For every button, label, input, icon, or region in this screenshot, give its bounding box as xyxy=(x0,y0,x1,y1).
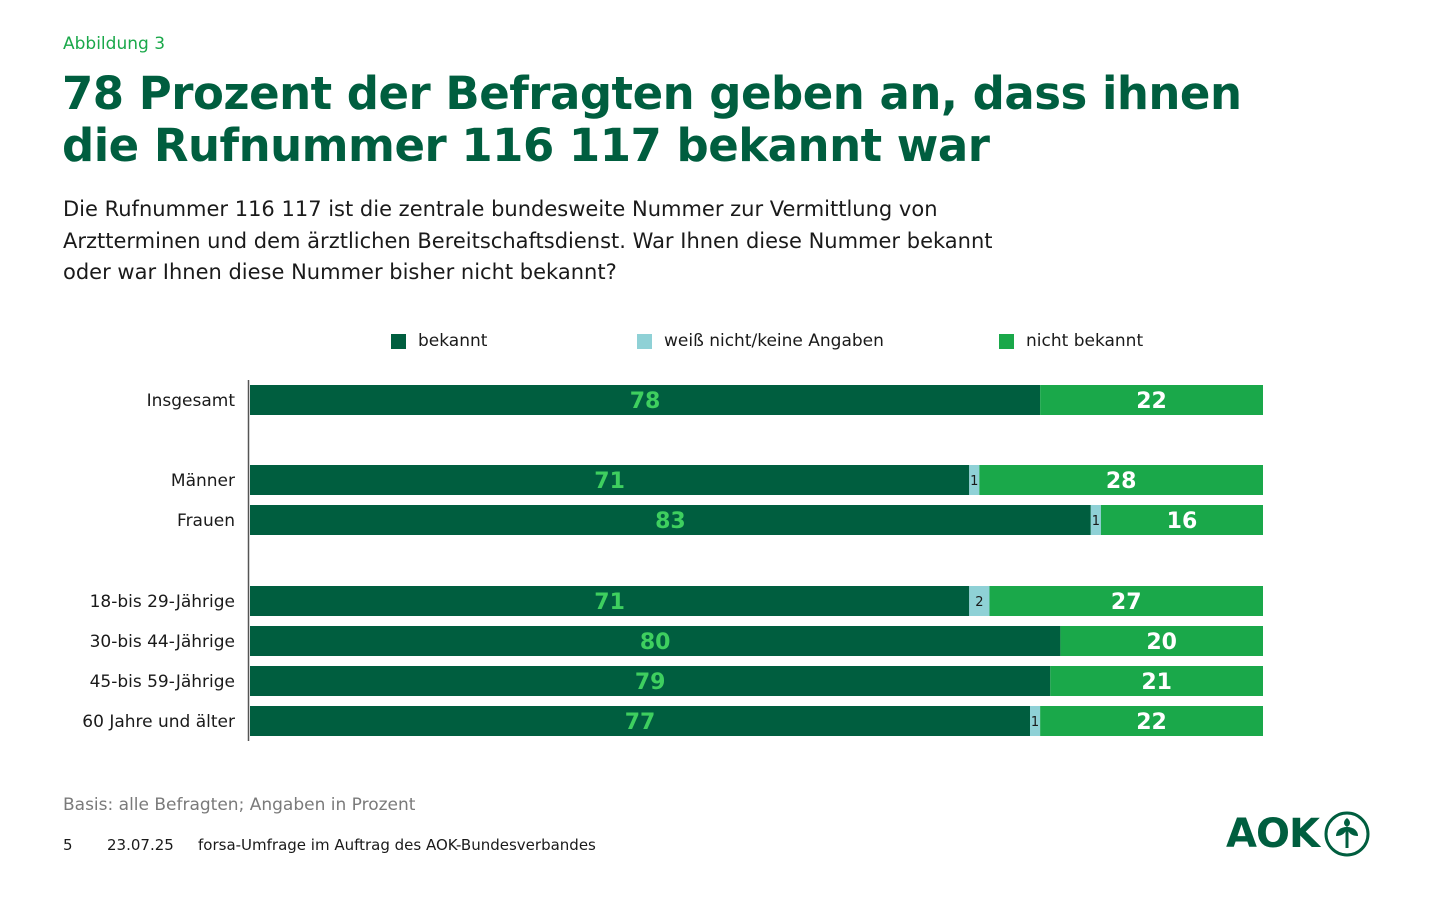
bar-nicht-bekannt-row-2 xyxy=(1100,505,1263,535)
legend-swatch-nicht-bekannt xyxy=(999,333,1014,349)
bar-weiss-nicht-row-3 xyxy=(969,586,990,616)
title-line-2: die Rufnummer 116 117 bekannt war xyxy=(62,119,990,172)
footer-basis: Basis: alle Befragten; Angaben in Prozen… xyxy=(63,795,416,815)
aok-tree-icon xyxy=(1324,811,1370,857)
legend-label-nicht-bekannt: nicht bekannt xyxy=(1026,331,1144,351)
value-label-weiss-nicht-row-3: 2 xyxy=(975,595,983,610)
bar-weiss-nicht-row-6 xyxy=(1030,706,1041,736)
survey-question: Die Rufnummer 116 117 ist die zentrale b… xyxy=(63,194,1123,289)
value-label-weiss-nicht-row-6: 1 xyxy=(1031,715,1039,730)
question-line-3: oder war Ihnen diese Nummer bisher nicht… xyxy=(63,260,617,284)
page-number: 5 xyxy=(63,836,73,854)
legend-label-weiss-nicht: weiß nicht/keine Angaben xyxy=(664,331,884,351)
bar-weiss-nicht-row-1 xyxy=(969,465,980,495)
bar-nicht-bekannt-row-3 xyxy=(989,586,1263,616)
value-label-nicht-bekannt-row-2: 16 xyxy=(1167,509,1198,534)
figure-kicker: Abbildung 3 xyxy=(63,34,166,54)
legend-swatch-bekannt xyxy=(391,333,406,349)
page-title: 78 Prozent der Befragten geben an, dass … xyxy=(62,68,1262,172)
value-label-bekannt-row-6: 77 xyxy=(625,710,656,735)
question-line-2: Arztterminen und dem ärztlichen Bereitsc… xyxy=(63,228,993,253)
category-label-row-6: 60 Jahre und älter xyxy=(82,712,235,732)
value-label-bekannt-row-0: 78 xyxy=(630,389,661,414)
question-line-1: Die Rufnummer 116 117 ist die zentrale b… xyxy=(63,197,938,221)
value-label-bekannt-row-4: 80 xyxy=(640,630,671,655)
category-label-row-5: 45-bis 59-Jährige xyxy=(90,672,235,692)
value-label-weiss-nicht-row-1: 1 xyxy=(970,474,978,489)
value-label-bekannt-row-5: 79 xyxy=(635,670,666,695)
bar-bekannt-row-4 xyxy=(250,626,1061,656)
bar-weiss-nicht-row-2 xyxy=(1090,505,1101,535)
bar-nicht-bekannt-row-0 xyxy=(1040,385,1263,415)
aok-logo: AOK xyxy=(1226,810,1376,858)
value-label-nicht-bekannt-row-6: 22 xyxy=(1136,710,1167,735)
bar-bekannt-row-0 xyxy=(250,385,1041,415)
category-label-row-1: Männer xyxy=(171,471,235,491)
bar-bekannt-row-3 xyxy=(250,586,970,616)
value-label-nicht-bekannt-row-1: 28 xyxy=(1106,469,1137,494)
bar-bekannt-row-5 xyxy=(250,666,1051,696)
logo-text: AOK xyxy=(1226,811,1320,857)
value-label-nicht-bekannt-row-0: 22 xyxy=(1136,389,1167,414)
value-label-nicht-bekannt-row-5: 21 xyxy=(1141,670,1172,695)
value-label-nicht-bekannt-row-4: 20 xyxy=(1146,630,1177,655)
chart-legend: bekannt weiß nicht/keine Angaben nicht b… xyxy=(0,331,1440,357)
bar-nicht-bekannt-row-5 xyxy=(1050,666,1263,696)
value-label-bekannt-row-2: 83 xyxy=(655,509,686,534)
footer-date: 23.07.25 xyxy=(107,836,174,854)
bar-nicht-bekannt-row-1 xyxy=(979,465,1263,495)
category-label-row-4: 30-bis 44-Jährige xyxy=(90,632,235,652)
title-line-1: 78 Prozent der Befragten geben an, dass … xyxy=(62,67,1242,120)
bar-bekannt-row-1 xyxy=(250,465,970,495)
value-label-nicht-bekannt-row-3: 27 xyxy=(1111,590,1142,615)
category-label-row-2: Frauen xyxy=(177,511,235,531)
category-label-row-3: 18-bis 29-Jährige xyxy=(90,592,235,612)
legend-label-bekannt: bekannt xyxy=(418,331,488,351)
bar-nicht-bekannt-row-6 xyxy=(1040,706,1263,736)
value-label-weiss-nicht-row-2: 1 xyxy=(1092,514,1100,529)
legend-item-weiss-nicht: weiß nicht/keine Angaben xyxy=(637,331,884,351)
legend-swatch-weiss-nicht xyxy=(637,333,652,349)
legend-item-bekannt: bekannt xyxy=(391,331,487,351)
bar-nicht-bekannt-row-4 xyxy=(1060,626,1263,656)
bar-bekannt-row-2 xyxy=(250,505,1091,535)
legend-item-nicht-bekannt: nicht bekannt xyxy=(999,331,1143,351)
bar-bekannt-row-6 xyxy=(250,706,1031,736)
value-label-bekannt-row-3: 71 xyxy=(594,590,625,615)
footer-source: forsa-Umfrage im Auftrag des AOK-Bundesv… xyxy=(198,836,596,854)
category-label-row-0: Insgesamt xyxy=(147,391,236,411)
value-label-bekannt-row-1: 71 xyxy=(594,469,625,494)
